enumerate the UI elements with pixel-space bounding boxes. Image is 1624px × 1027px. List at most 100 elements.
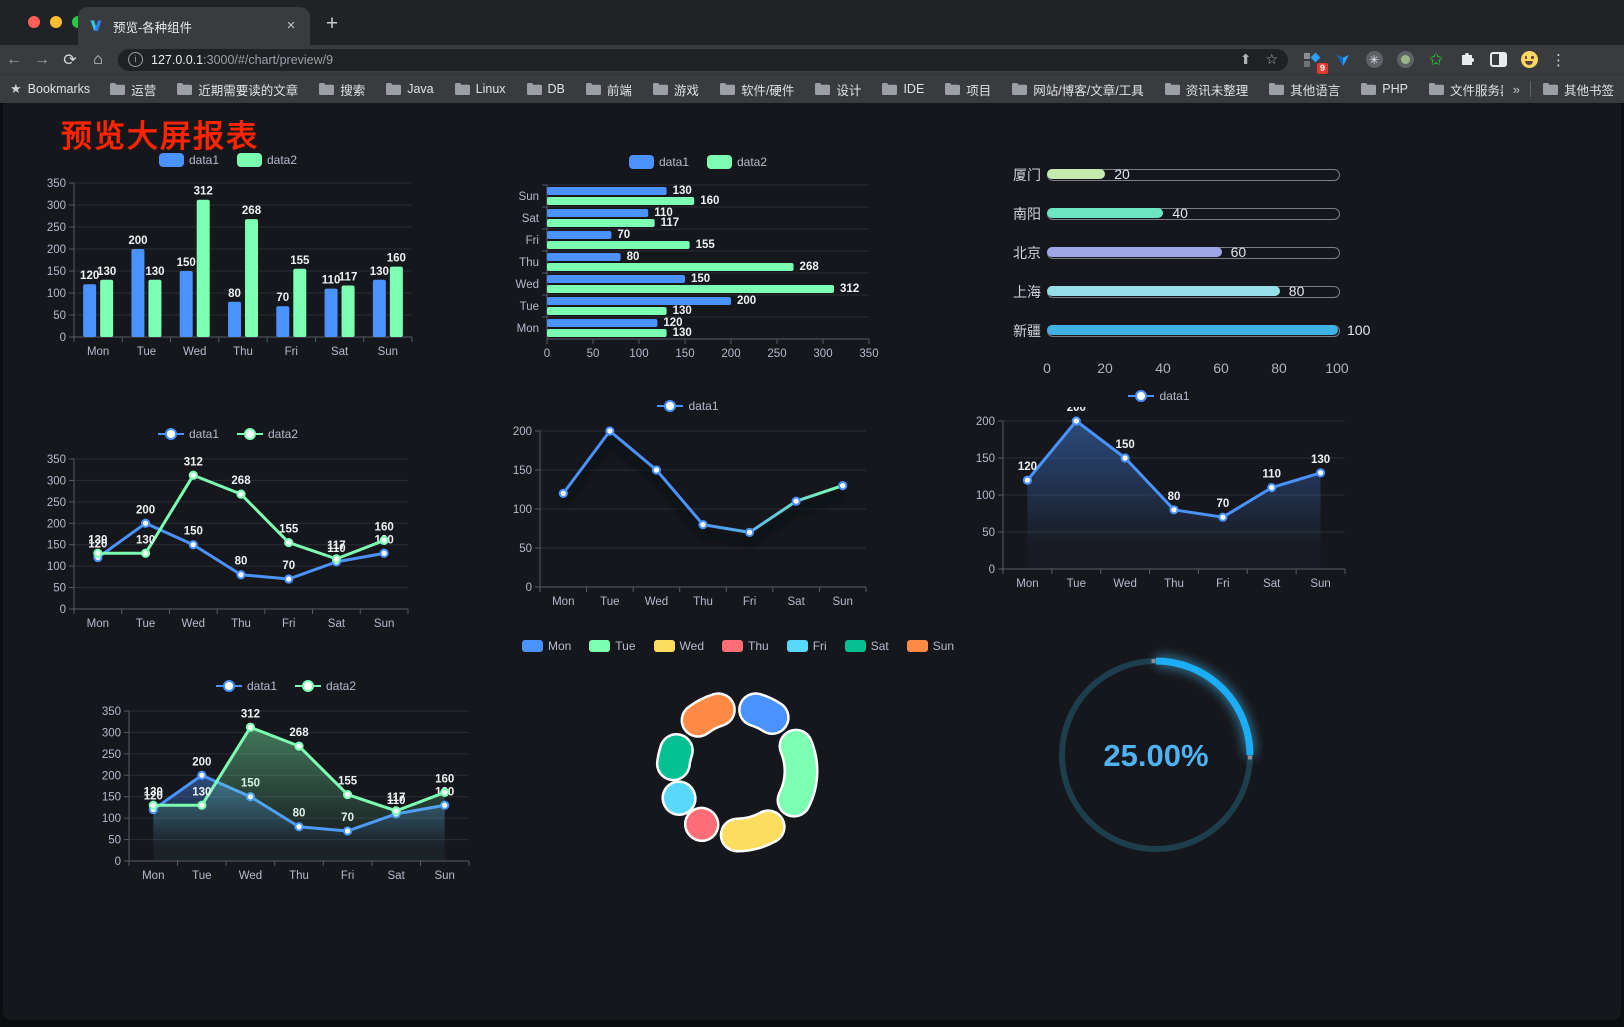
chart-legend[interactable]: data1 data2 bbox=[36, 149, 420, 171]
browser-tab[interactable]: 预览-各种组件 × bbox=[78, 7, 310, 45]
bookmark-folder[interactable]: 运营 bbox=[110, 80, 156, 99]
chart-legend[interactable]: data1 bbox=[498, 395, 878, 417]
multi-line-chart: data1 data2 0 50 100 150 200 250 300 350 Mon Tue Wed… bbox=[36, 423, 420, 637]
legend-item[interactable]: Sat bbox=[844, 639, 889, 653]
legend-item[interactable]: data1 bbox=[157, 427, 219, 441]
svg-text:160: 160 bbox=[375, 521, 394, 533]
bookmark-folder-label: 游戏 bbox=[673, 83, 699, 98]
reload-icon[interactable]: ⟳ bbox=[63, 51, 77, 69]
svg-text:300: 300 bbox=[47, 475, 66, 487]
extension-grid-icon[interactable]: 9 bbox=[1302, 50, 1328, 74]
svg-text:Sat: Sat bbox=[328, 618, 346, 630]
legend-label: Thu bbox=[748, 639, 769, 653]
legend-item[interactable]: data1 bbox=[628, 155, 689, 169]
svg-text:Wed: Wed bbox=[182, 618, 205, 630]
svg-text:312: 312 bbox=[184, 456, 203, 468]
legend-item[interactable]: data2 bbox=[237, 427, 298, 441]
dashboard-page: 预览大屏报表 data1 data2 0 50 100 150 200 250 300 350 Mo… bbox=[3, 103, 1621, 1020]
legend-item[interactable]: Mon bbox=[521, 639, 571, 653]
extension-star-icon[interactable]: ✩ bbox=[1426, 50, 1446, 70]
chart-legend[interactable]: data1 data2 bbox=[503, 151, 893, 173]
svg-text:Fri: Fri bbox=[1216, 578, 1229, 590]
folder-icon bbox=[882, 83, 898, 95]
svg-text:300: 300 bbox=[102, 727, 121, 739]
bookmark-folder[interactable]: Java bbox=[386, 82, 434, 96]
browser-menu-icon[interactable]: ⋮ bbox=[1551, 51, 1566, 69]
other-bookmarks[interactable]: 其他书签 bbox=[1542, 80, 1614, 99]
legend-item[interactable]: data1 bbox=[657, 399, 719, 413]
bookmark-star-icon[interactable]: ☆ bbox=[1265, 51, 1278, 67]
chart-legend[interactable]: data1 data2 bbox=[91, 675, 481, 697]
extension-record-icon[interactable] bbox=[1395, 50, 1415, 70]
legend-item[interactable]: Thu bbox=[722, 639, 769, 653]
legend-item[interactable]: data2 bbox=[237, 153, 297, 167]
bookmark-folder[interactable]: 网站/博客/文章/工具 bbox=[1012, 80, 1144, 99]
home-icon[interactable]: ⌂ bbox=[93, 50, 103, 68]
legend-item[interactable]: data1 bbox=[158, 153, 219, 167]
extensions-area: 9 ✳ ✩ bbox=[1296, 50, 1549, 74]
close-window-button[interactable] bbox=[28, 16, 40, 28]
chart-legend[interactable]: data1 data2 bbox=[36, 423, 420, 445]
svg-text:100: 100 bbox=[47, 288, 66, 300]
bookmark-folder[interactable]: PHP bbox=[1361, 82, 1408, 96]
legend-item[interactable]: Tue bbox=[589, 639, 636, 653]
tab-close-icon[interactable]: × bbox=[286, 17, 296, 34]
site-info-icon[interactable]: i bbox=[128, 52, 143, 67]
bookmark-folder[interactable]: 搜索 bbox=[319, 80, 365, 99]
svg-text:Sun: Sun bbox=[832, 596, 852, 608]
legend-item[interactable]: Wed bbox=[653, 639, 704, 653]
svg-text:Thu: Thu bbox=[233, 346, 253, 358]
bookmark-folder[interactable]: Linux bbox=[454, 82, 506, 96]
svg-text:155: 155 bbox=[279, 524, 299, 536]
legend-item[interactable]: Sun bbox=[906, 639, 954, 653]
bookmark-folder[interactable]: 游戏 bbox=[652, 80, 699, 99]
svg-text:160: 160 bbox=[387, 253, 406, 265]
extension-gem-icon[interactable] bbox=[1333, 50, 1353, 70]
svg-text:Tue: Tue bbox=[136, 618, 155, 630]
chart-legend[interactable]: Mon Tue Wed Thu Fri Sat Sun bbox=[521, 635, 954, 657]
bookmark-folder[interactable]: 近期需要读的文章 bbox=[177, 80, 298, 99]
extension-emoji-icon[interactable] bbox=[1519, 50, 1539, 70]
knot-icon: ✳ bbox=[1365, 51, 1383, 68]
svg-text:70: 70 bbox=[617, 229, 630, 241]
svg-text:Thu: Thu bbox=[1164, 578, 1184, 590]
legend-item[interactable]: data1 bbox=[215, 679, 277, 693]
legend-item[interactable]: data1 bbox=[1128, 389, 1190, 403]
bookmark-folder[interactable]: 软件/硬件 bbox=[719, 80, 794, 99]
url-bar[interactable]: i 127.0.0.1 :3000/#/chart/preview/9 ⬆ ☆ bbox=[118, 48, 1288, 71]
legend-item[interactable]: data2 bbox=[707, 155, 767, 169]
extension-knot-icon[interactable]: ✳ bbox=[1364, 50, 1384, 70]
svg-text:Tue: Tue bbox=[600, 596, 619, 608]
bookmark-folder[interactable]: DB bbox=[526, 82, 565, 96]
bookmark-folder[interactable]: 资讯未整理 bbox=[1164, 80, 1249, 99]
legend-item[interactable]: Fri bbox=[786, 639, 827, 653]
extension-sidebar-icon[interactable] bbox=[1488, 50, 1508, 70]
minimize-window-button[interactable] bbox=[50, 16, 62, 28]
bookmark-folder-label: 搜索 bbox=[340, 83, 366, 98]
bookmarks-overflow-icon[interactable]: » bbox=[1512, 81, 1520, 97]
new-tab-button[interactable]: + bbox=[325, 12, 339, 35]
svg-text:Mon: Mon bbox=[517, 323, 539, 335]
legend-item[interactable]: data2 bbox=[295, 679, 356, 693]
browser-window: 预览-各种组件 × + ← → ⟳ ⌂ i 127.0.0.1 :3000/#/… bbox=[0, 0, 1624, 103]
bookmark-folder[interactable]: 前端 bbox=[585, 80, 632, 99]
svg-text:Sun: Sun bbox=[1310, 578, 1330, 590]
svg-text:80: 80 bbox=[1168, 491, 1181, 503]
bookmark-folder[interactable]: 其他语言 bbox=[1269, 80, 1340, 99]
bookmark-folder[interactable]: 设计 bbox=[815, 80, 861, 99]
share-icon[interactable]: ⬆ bbox=[1239, 51, 1252, 67]
bookmark-folder-label: 资讯未整理 bbox=[1185, 83, 1249, 98]
progress-fill bbox=[1047, 207, 1164, 218]
bookmark-folder[interactable]: IDE bbox=[882, 82, 924, 96]
progress-row: 北京 60 bbox=[995, 233, 1370, 272]
bookmarks-star-icon[interactable]: ★ bbox=[10, 81, 22, 96]
back-icon[interactable]: ← bbox=[6, 50, 22, 68]
chart-legend[interactable]: data1 bbox=[961, 385, 1357, 407]
bookmark-folder[interactable]: 文件服务器 bbox=[1428, 80, 1503, 99]
forward-icon[interactable]: → bbox=[34, 50, 50, 68]
bookmarks-label[interactable]: Bookmarks bbox=[27, 82, 91, 96]
tab-strip: 预览-各种组件 × + bbox=[0, 0, 1624, 45]
extension-puzzle-icon[interactable] bbox=[1457, 50, 1477, 70]
folder-icon bbox=[945, 83, 961, 95]
bookmark-folder[interactable]: 项目 bbox=[945, 80, 991, 99]
